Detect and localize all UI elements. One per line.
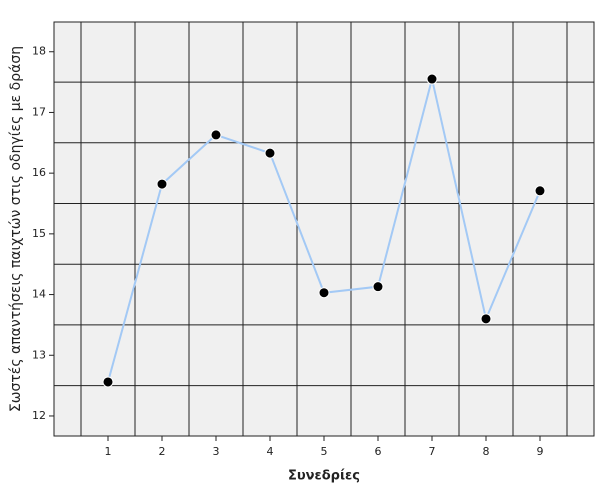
x-tick-label: 7 [429,445,436,458]
y-tick-label: 12 [32,409,46,422]
x-axis-label: Συνεδρίες [288,469,360,484]
y-tick-label: 18 [32,45,46,58]
x-tick-label: 5 [321,445,328,458]
y-tick-label: 16 [32,166,46,179]
point [534,185,546,197]
x-tick-label: 6 [375,445,382,458]
y-axis-label: Σωστές απαντήσεις παιχτών στις οδηγίες μ… [8,46,24,412]
point [156,178,168,190]
point [318,287,330,299]
x-tick-label: 9 [537,445,544,458]
point [480,313,492,325]
point [372,281,384,293]
point [102,376,114,388]
point [426,73,438,85]
y-tick-label: 15 [32,227,46,240]
point [264,147,276,159]
x-tick-label: 4 [267,445,274,458]
x-tick-label: 2 [159,445,166,458]
x-tick-label: 3 [213,445,220,458]
y-tick-label: 14 [32,288,46,301]
y-tick-label: 17 [32,105,46,118]
y-tick-label: 13 [32,348,46,361]
plot-area [53,21,595,437]
x-tick-label: 8 [483,445,490,458]
point [210,129,222,141]
x-tick-label: 1 [105,445,112,458]
